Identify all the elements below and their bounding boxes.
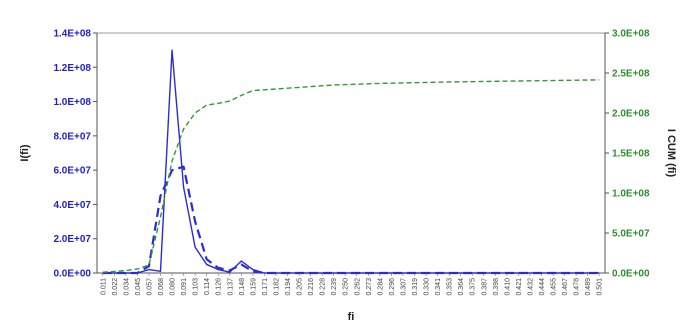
x-tick-label: 0.398 [493, 278, 500, 296]
x-tick-label: 0.353 [447, 278, 454, 296]
y-axis-right-title: I CUM (fi) [665, 129, 677, 178]
x-tick-label: 0.273 [366, 278, 373, 296]
x-tick-label: 0.387 [481, 278, 488, 296]
x-tick-label: 0.171 [262, 278, 269, 296]
x-axis-title: fi [348, 311, 355, 323]
x-tick-label: 0.262 [354, 278, 361, 296]
x-tick-label: 0.421 [516, 278, 523, 296]
x-tick-label: 0.307 [400, 278, 407, 296]
x-tick-label: 0.455 [551, 278, 558, 296]
x-tick-label: 0.228 [320, 278, 327, 296]
y-tick-label-right: 2.5E+08 [612, 69, 650, 80]
y-tick-label-right: 1.5E+08 [612, 149, 650, 160]
x-tick-label: 0.159 [250, 278, 257, 296]
x-tick-label: 0.296 [389, 278, 396, 296]
x-tick-label: 0.103 [193, 278, 200, 296]
x-tick-label: 0.137 [227, 278, 234, 296]
x-tick-label: 0.330 [424, 278, 431, 296]
y-tick-label-left: 8.0E+07 [53, 131, 91, 142]
x-tick-label: 0.410 [504, 278, 511, 296]
x-tick-label: 0.045 [135, 278, 142, 296]
x-tick-label: 0.205 [297, 278, 304, 296]
x-tick-label: 0.034 [123, 278, 130, 296]
series-line-1 [102, 49, 600, 274]
x-tick-label: 0.068 [158, 278, 165, 296]
x-tick-label: 0.478 [574, 278, 581, 296]
x-tick-label: 0.080 [170, 278, 177, 296]
y-tick-label-right: 5.0E+07 [612, 229, 650, 240]
x-tick-label: 0.444 [539, 278, 546, 296]
x-tick-label: 0.489 [585, 278, 592, 296]
series-line-2 [102, 165, 600, 275]
x-tick-label: 0.341 [435, 278, 442, 296]
x-tick-label: 0.114 [204, 278, 211, 295]
x-tick-label: 0.375 [470, 278, 477, 296]
x-tick-label: 0.319 [412, 278, 419, 296]
y-tick-label-left: 2.0E+07 [53, 234, 91, 245]
y-tick-label-left: 6.0E+07 [53, 166, 91, 177]
x-tick-label: 0.091 [181, 278, 188, 296]
x-tick-label: 0.432 [527, 278, 534, 296]
y-tick-label-right: 0.0E+00 [612, 269, 650, 280]
y-axis-left-title: I(fi) [19, 144, 31, 161]
plot-area [96, 32, 606, 274]
x-tick-label: 0.182 [273, 278, 280, 296]
y-tick-label-right: 1.0E+08 [612, 189, 650, 200]
y-tick-label-left: 1.2E+08 [53, 63, 91, 74]
y-tick-label-left: 4.0E+07 [53, 200, 91, 211]
y-tick-label-left: 0.0E+00 [53, 269, 91, 280]
x-tick-label: 0.284 [377, 278, 384, 296]
x-tick-label: 0.239 [331, 278, 338, 296]
x-tick-label: 0.364 [458, 278, 465, 296]
x-tick-label: 0.011 [100, 278, 107, 295]
x-tick-label: 0.148 [239, 278, 246, 296]
y-tick-label-right: 3.0E+08 [612, 29, 650, 40]
series-line-3 [102, 79, 600, 273]
x-tick-label: 0.022 [112, 278, 119, 296]
x-tick-label: 0.467 [562, 278, 569, 296]
y-tick-label-left: 1.4E+08 [53, 29, 91, 40]
x-tick-label: 0.057 [146, 278, 153, 296]
x-tick-label: 0.194 [285, 278, 292, 296]
x-tick-label: 0.126 [216, 278, 223, 296]
y-tick-label-left: 1.0E+08 [53, 97, 91, 108]
y-tick-label-right: 2.0E+08 [612, 109, 650, 120]
x-tick-label: 0.501 [597, 278, 604, 296]
x-tick-label: 0.250 [343, 278, 350, 296]
x-tick-label: 0.216 [308, 278, 315, 296]
